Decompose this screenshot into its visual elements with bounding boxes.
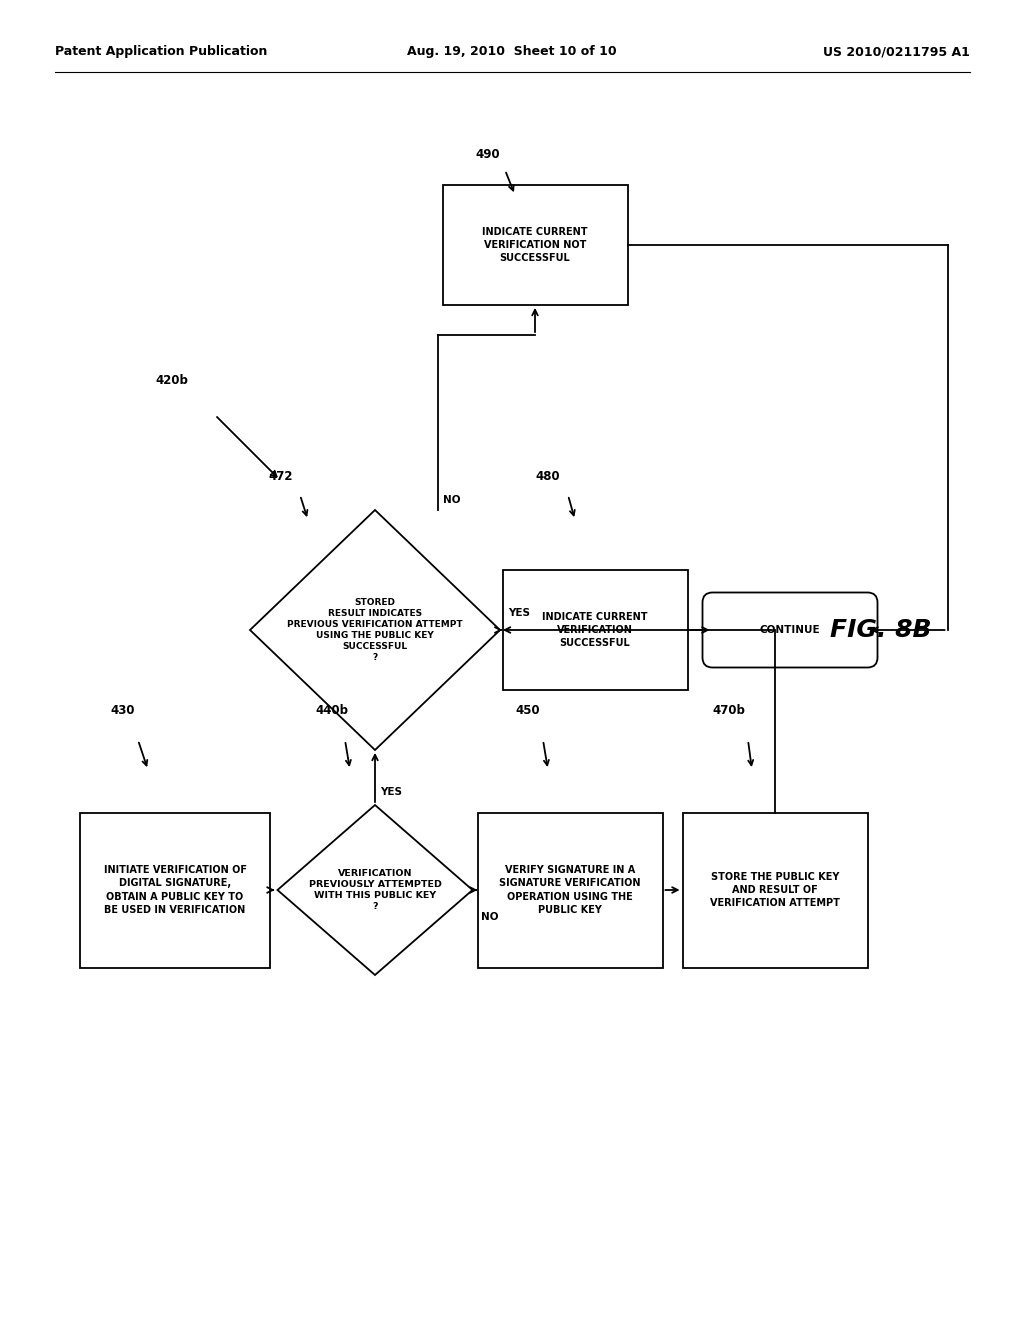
Text: STORED
RESULT INDICATES
PREVIOUS VERIFICATION ATTEMPT
USING THE PUBLIC KEY
SUCCE: STORED RESULT INDICATES PREVIOUS VERIFIC… [287, 598, 463, 663]
Polygon shape [250, 510, 500, 750]
FancyBboxPatch shape [477, 813, 663, 968]
Text: INDICATE CURRENT
VERIFICATION
SUCCESSFUL: INDICATE CURRENT VERIFICATION SUCCESSFUL [543, 611, 648, 648]
Text: 472: 472 [268, 470, 293, 483]
FancyBboxPatch shape [80, 813, 270, 968]
Text: FIG. 8B: FIG. 8B [830, 618, 932, 642]
FancyBboxPatch shape [683, 813, 867, 968]
Text: VERIFY SIGNATURE IN A
SIGNATURE VERIFICATION
OPERATION USING THE
PUBLIC KEY: VERIFY SIGNATURE IN A SIGNATURE VERIFICA… [500, 865, 641, 915]
FancyBboxPatch shape [442, 185, 628, 305]
Text: CONTINUE: CONTINUE [760, 624, 820, 635]
Text: STORE THE PUBLIC KEY
AND RESULT OF
VERIFICATION ATTEMPT: STORE THE PUBLIC KEY AND RESULT OF VERIF… [710, 871, 840, 908]
Text: 490: 490 [475, 149, 500, 161]
Text: YES: YES [380, 787, 402, 797]
Text: INITIATE VERIFICATION OF
DIGITAL SIGNATURE,
OBTAIN A PUBLIC KEY TO
BE USED IN VE: INITIATE VERIFICATION OF DIGITAL SIGNATU… [103, 865, 247, 915]
Text: 430: 430 [110, 704, 134, 717]
Text: VERIFICATION
PREVIOUSLY ATTEMPTED
WITH THIS PUBLIC KEY
?: VERIFICATION PREVIOUSLY ATTEMPTED WITH T… [308, 869, 441, 911]
Text: 440b: 440b [315, 704, 348, 717]
FancyBboxPatch shape [503, 570, 687, 690]
Text: US 2010/0211795 A1: US 2010/0211795 A1 [823, 45, 970, 58]
Text: 470b: 470b [712, 704, 744, 717]
Text: 480: 480 [535, 470, 560, 483]
Polygon shape [278, 805, 472, 975]
Text: 450: 450 [515, 704, 540, 717]
Text: YES: YES [508, 609, 530, 618]
Text: Patent Application Publication: Patent Application Publication [55, 45, 267, 58]
FancyBboxPatch shape [702, 593, 878, 668]
Text: NO: NO [442, 495, 460, 506]
Text: NO: NO [480, 912, 498, 921]
Text: Aug. 19, 2010  Sheet 10 of 10: Aug. 19, 2010 Sheet 10 of 10 [408, 45, 616, 58]
Text: INDICATE CURRENT
VERIFICATION NOT
SUCCESSFUL: INDICATE CURRENT VERIFICATION NOT SUCCES… [482, 227, 588, 263]
Text: 420b: 420b [155, 374, 187, 387]
